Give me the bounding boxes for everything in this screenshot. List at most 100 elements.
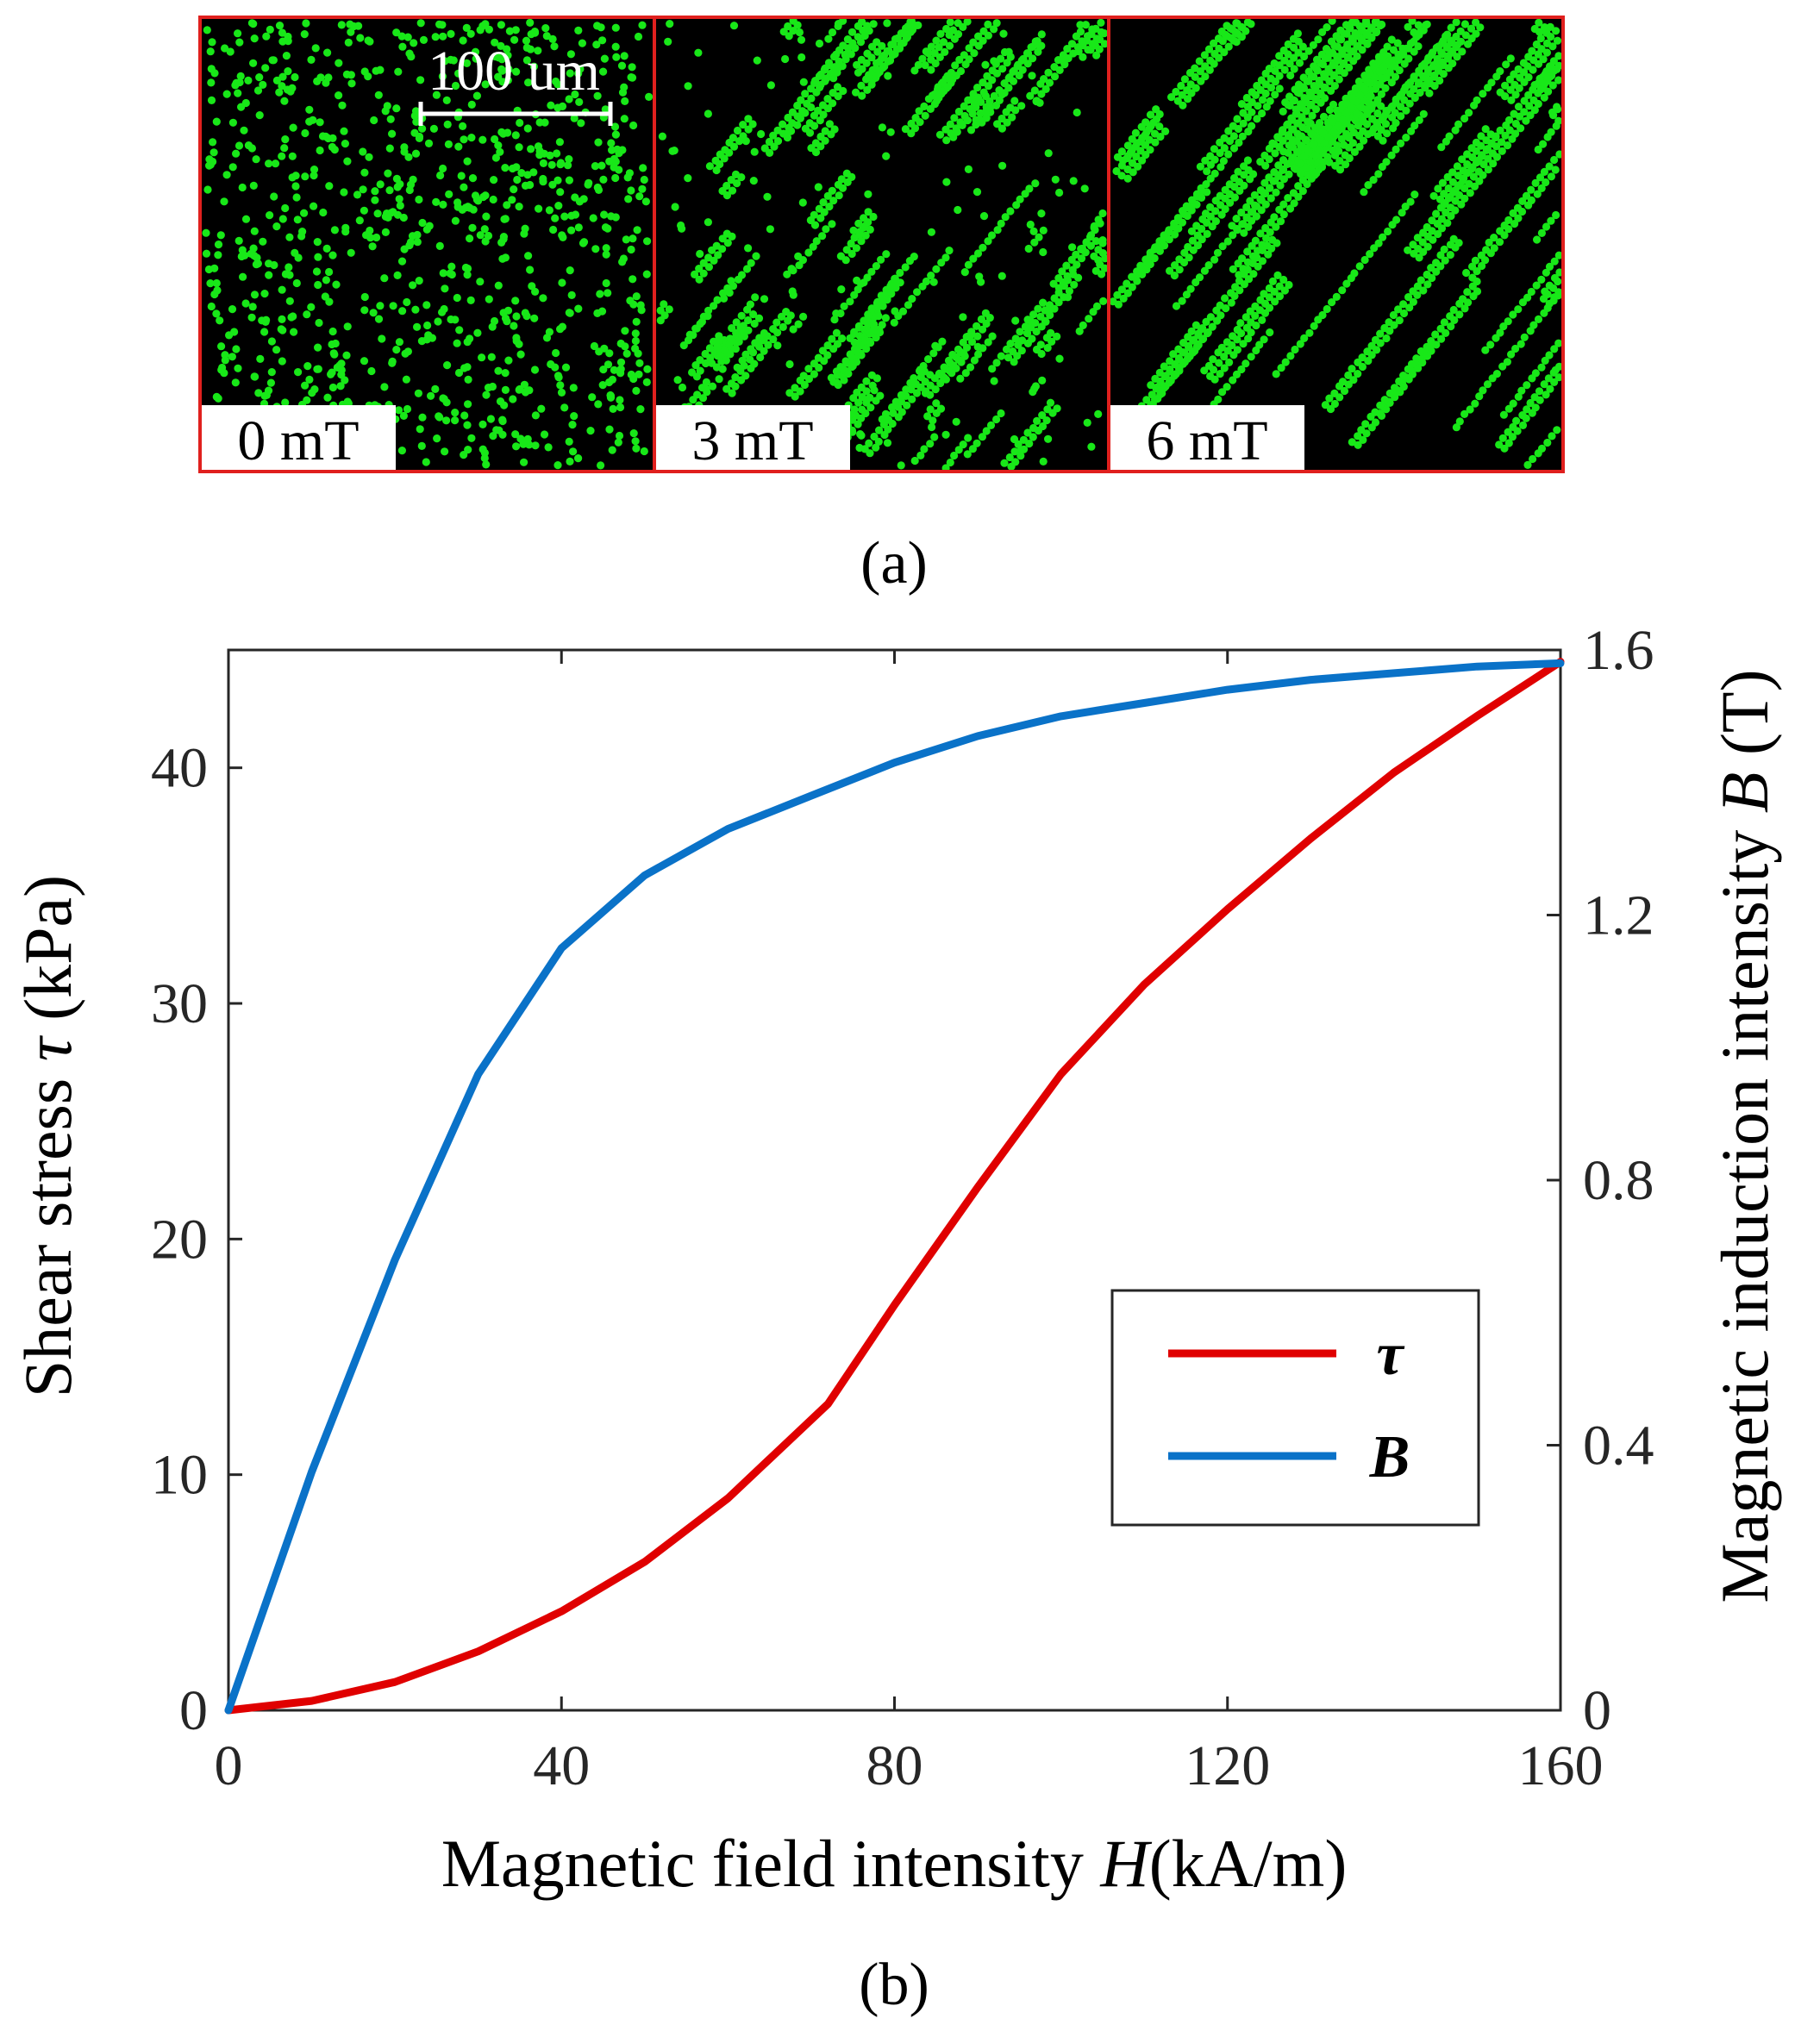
particle [1235, 186, 1244, 195]
particle [1067, 40, 1077, 48]
particle [1029, 433, 1037, 441]
particle [1270, 213, 1279, 222]
particle [1196, 67, 1204, 76]
particle [439, 32, 447, 41]
particle [1191, 72, 1199, 81]
particle [985, 314, 994, 322]
particle [1243, 156, 1252, 165]
particle [830, 125, 839, 134]
particle [639, 164, 647, 172]
particle [1266, 228, 1274, 236]
label-3mt-box [656, 405, 850, 470]
particle [1233, 346, 1241, 354]
particle [1134, 162, 1142, 171]
particle [1268, 277, 1277, 285]
particle [788, 287, 797, 296]
particle [621, 342, 629, 351]
particle [1078, 246, 1086, 254]
particle [1091, 237, 1100, 246]
particle [1308, 111, 1317, 120]
particle [376, 302, 385, 310]
particle [1539, 140, 1548, 148]
particle [882, 250, 891, 259]
particle [554, 176, 562, 184]
particle [1117, 147, 1126, 156]
particle [408, 232, 417, 241]
particle [1083, 418, 1091, 427]
particle [425, 222, 434, 230]
particle [516, 118, 524, 128]
particle [1117, 285, 1126, 294]
particle [1325, 77, 1334, 85]
particle [1382, 158, 1391, 166]
particle [399, 213, 408, 222]
particle [1179, 258, 1189, 267]
particle [300, 209, 309, 217]
particle [342, 351, 351, 359]
particle [1429, 191, 1438, 200]
particle [396, 201, 404, 210]
particle [641, 197, 651, 206]
particle [1537, 228, 1546, 237]
particle [1302, 97, 1310, 105]
particle [1437, 143, 1446, 152]
particle [986, 421, 996, 429]
particle [1151, 138, 1160, 147]
particle [668, 147, 677, 155]
particle [872, 262, 881, 271]
particle [312, 267, 322, 276]
particle [963, 332, 972, 341]
particle [891, 274, 899, 283]
particle [611, 42, 620, 51]
particle [950, 451, 959, 460]
particle [1397, 112, 1405, 121]
particle [1373, 346, 1381, 354]
particle [1501, 131, 1510, 140]
particle [309, 116, 317, 124]
particle [553, 149, 561, 158]
particle [798, 107, 807, 116]
particle [787, 265, 796, 273]
particle [1208, 322, 1216, 331]
particle [984, 82, 993, 91]
particle [328, 251, 337, 259]
series-line-tau [224, 658, 1565, 1715]
particle [796, 387, 804, 396]
particle [1197, 193, 1206, 202]
particle [270, 192, 278, 201]
particle [262, 391, 271, 399]
particle [206, 47, 215, 56]
particle [343, 397, 352, 406]
particle [1522, 116, 1530, 125]
particle [666, 20, 674, 28]
particle [1534, 59, 1543, 68]
particle [1547, 33, 1555, 41]
particle [325, 267, 334, 277]
particle [1069, 177, 1078, 185]
particle [754, 339, 764, 347]
particle [978, 325, 987, 334]
particle [891, 397, 900, 406]
particle [510, 35, 519, 44]
particle [1206, 203, 1215, 211]
particle [367, 366, 376, 376]
particle [1182, 291, 1191, 299]
particle [530, 366, 540, 374]
particle [1175, 266, 1184, 274]
particle [929, 278, 938, 286]
particle [1321, 94, 1329, 103]
particle [1069, 49, 1078, 58]
particle [393, 271, 402, 279]
particle [620, 115, 629, 123]
particle [1407, 359, 1417, 368]
particle [228, 305, 237, 314]
particle [938, 337, 947, 346]
particle [1293, 129, 1302, 138]
particle [1372, 28, 1380, 37]
particle [1011, 106, 1020, 115]
particle [1547, 216, 1555, 225]
particle [640, 447, 648, 456]
particle [863, 85, 872, 94]
y-left-tick-label: 10 [151, 1444, 208, 1507]
particle [1384, 227, 1392, 236]
